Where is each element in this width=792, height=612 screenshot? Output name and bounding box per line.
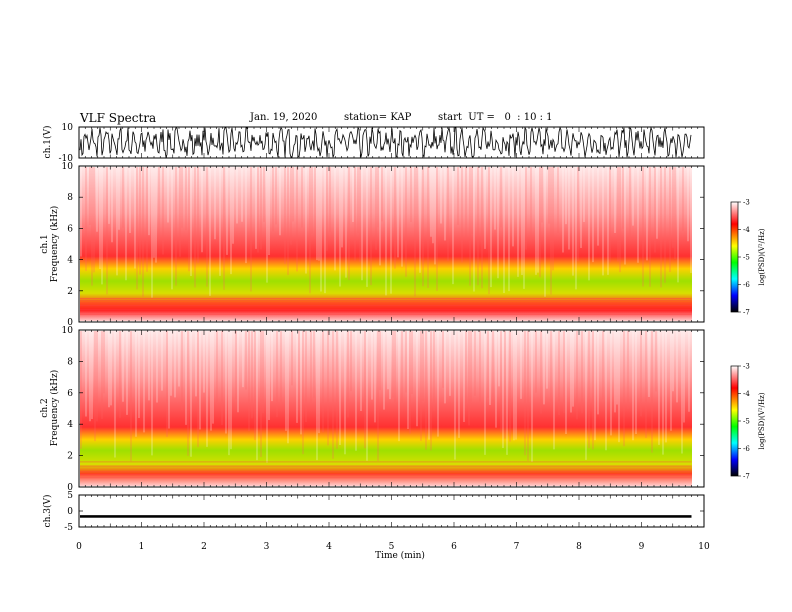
y-tick-label: 10 xyxy=(62,326,74,336)
colorbar-tick-label: -3 xyxy=(743,199,750,207)
colorbar-tick-label: -7 xyxy=(743,309,750,317)
ch2-colorbar-label: log(PSD)(V²/Hz) xyxy=(758,392,766,449)
date-label: Jan. 19, 2020 xyxy=(250,112,318,123)
colorbar-tick-label: -5 xyxy=(743,254,750,262)
y-tick-label: 4 xyxy=(67,256,73,266)
x-tick-label: 3 xyxy=(264,542,270,552)
y-tick-label: 0 xyxy=(67,483,73,493)
colorbar-tick-label: -6 xyxy=(743,445,750,453)
y-tick-label: -5 xyxy=(64,523,73,533)
colorbar-tick-label: -3 xyxy=(743,363,750,371)
ch2-spectrogram-ylabel2: Frequency (kHz) xyxy=(49,370,60,447)
x-tick-label: 2 xyxy=(201,542,207,552)
x-tick-label: 0 xyxy=(76,542,82,552)
ch2-spectrogram-image xyxy=(80,331,692,486)
x-tick-label: 7 xyxy=(514,542,520,552)
ch1-colorbar-label: log(PSD)(V²/Hz) xyxy=(758,228,766,285)
colorbar-tick-label: -5 xyxy=(743,418,750,426)
x-tick-label: 6 xyxy=(451,542,457,552)
ch1-spectrogram-streaks xyxy=(80,167,692,315)
ch2-spectrogram-ylabel: ch.2 xyxy=(40,398,50,417)
colorbar-tick-label: -6 xyxy=(743,281,750,289)
colorbar-tick-label: -4 xyxy=(743,390,750,398)
ch1-waveform-ylabel: ch.1(V) xyxy=(42,126,53,159)
y-tick-label: 8 xyxy=(67,193,73,203)
x-tick-label: 5 xyxy=(389,542,395,552)
y-tick-label: 8 xyxy=(67,357,73,367)
ch1-colorbar xyxy=(730,201,739,313)
y-tick-label: 6 xyxy=(67,224,73,234)
x-tick-label: 4 xyxy=(326,542,332,552)
start-time-label: start UT = 0 : 10 : 1 xyxy=(438,112,553,123)
y-tick-label: 0 xyxy=(67,507,73,517)
ch1-spectrogram-ylabel: ch.1 xyxy=(40,234,50,253)
y-tick-label: 10 xyxy=(62,162,74,172)
x-tick-label: 8 xyxy=(576,542,582,552)
y-tick-label: 6 xyxy=(67,389,73,399)
y-tick-label: 5 xyxy=(67,491,73,501)
y-tick-label: 4 xyxy=(67,420,73,430)
ch1-waveform-line xyxy=(79,126,692,159)
x-tick-label: 10 xyxy=(698,542,710,552)
y-tick-label: 2 xyxy=(67,452,73,462)
chart-title: VLF Spectra xyxy=(80,111,157,125)
x-tick-label: 1 xyxy=(139,542,145,552)
x-axis-label: Time (min) xyxy=(375,550,425,561)
colorbar-tick-label: -7 xyxy=(743,473,750,481)
y-tick-label: 0 xyxy=(67,318,73,328)
y-tick-label: 10 xyxy=(62,123,74,133)
ch1-spectrogram-ylabel2: Frequency (kHz) xyxy=(49,206,60,283)
ch2-spectrogram-streaks xyxy=(80,331,692,479)
station-label: station= KAP xyxy=(344,112,412,123)
axis-ticks: 0 1 2 3 4 5 6 7 8 9 1010-100246810024681050-5-3-4-… xyxy=(59,123,751,552)
colorbar-tick-label: -4 xyxy=(743,226,750,234)
ch3-waveform-band xyxy=(80,515,692,518)
y-tick-label: 2 xyxy=(67,287,73,297)
x-tick-label: 9 xyxy=(639,542,645,552)
ch2-colorbar xyxy=(730,365,739,477)
y-tick-label: -10 xyxy=(59,154,74,164)
ch3-waveform-ylabel: ch.3(V) xyxy=(42,495,53,528)
